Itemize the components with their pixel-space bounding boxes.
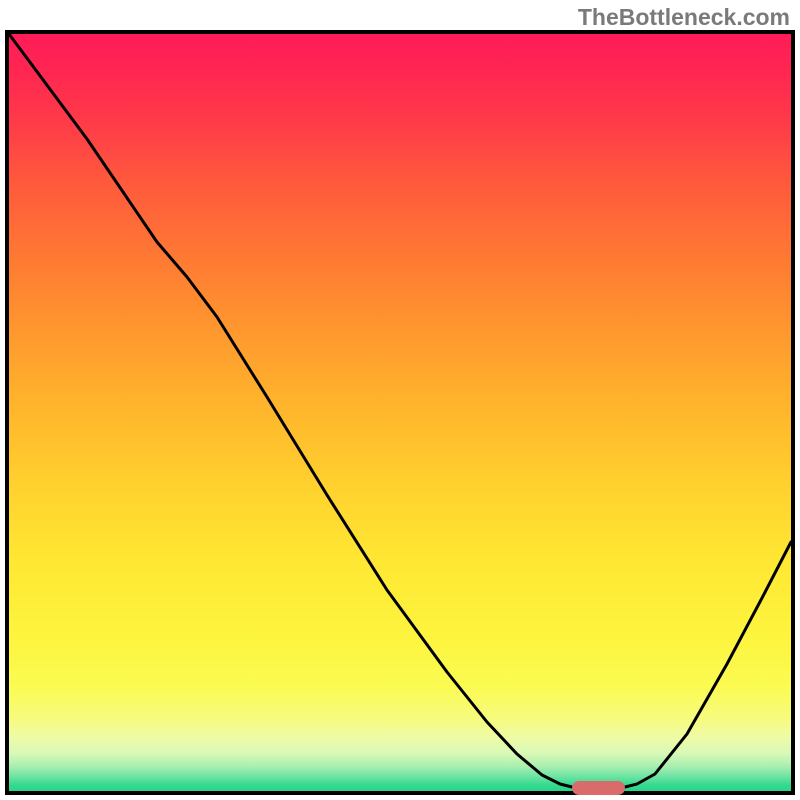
bottleneck-chart (0, 0, 800, 800)
optimum-marker (572, 781, 625, 795)
plot-area-group (7, 32, 793, 795)
chart-container: TheBottleneck.com (0, 0, 800, 800)
plot-background (7, 32, 793, 793)
watermark-text: TheBottleneck.com (578, 4, 790, 31)
